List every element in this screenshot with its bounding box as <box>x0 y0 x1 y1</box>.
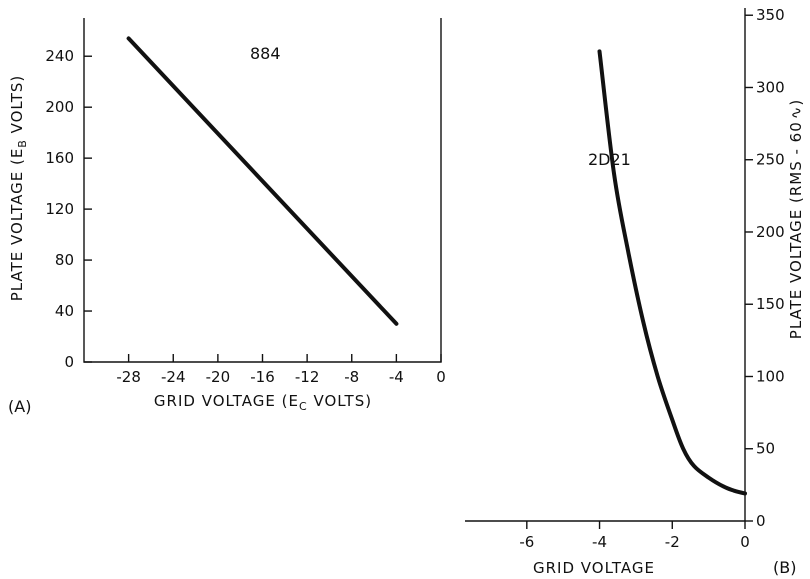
chart-2d21-x-tick-label: -2 <box>665 533 680 551</box>
chart-884-x-tick-label: -28 <box>116 368 141 386</box>
chart-2d21-y-axis-label: PLATE VOLTAGE (RMS - 60∿) <box>787 99 805 339</box>
chart-2d21-y-tick-label: 100 <box>756 367 785 385</box>
chart-884-x-tick-label: -24 <box>161 368 186 386</box>
chart-2d21-x-tick-label: -4 <box>592 533 607 551</box>
chart-884-x-label-sub: C <box>299 400 308 413</box>
chart-2d21-x-tick-label: -6 <box>519 533 534 551</box>
chart-884-x-axis-label: GRID VOLTAGE (EC VOLTS) <box>154 392 372 413</box>
chart-2d21-y-tick-label: 300 <box>756 78 785 96</box>
chart-884-x-label-end: VOLTS) <box>308 392 372 410</box>
chart-884-x-tick-label: -16 <box>250 368 275 386</box>
chart-884-y-tick-label: 40 <box>55 302 74 320</box>
chart-2d21-panel-label: (B) <box>773 558 796 577</box>
chart-2d21-series <box>597 49 747 496</box>
chart-2d21: -6 -4 -2 0 0 50 100 150 200 250 300 350 2D21 GRID … <box>465 6 805 577</box>
chart-884-y-tick-label: 240 <box>45 47 74 65</box>
chart-2d21-y-tick-label: 0 <box>756 512 766 530</box>
chart-884-y-ticks: 0 40 80 120 160 200 240 <box>45 47 92 371</box>
chart-2d21-series-line <box>597 49 747 496</box>
chart-884-x-tick-label: -4 <box>389 368 404 386</box>
chart-884-y-tick-label: 0 <box>64 353 74 371</box>
chart-884-y-axis-label: PLATE VOLTAGE (EB VOLTS) <box>8 75 29 302</box>
chart-2d21-y-ticks: 0 50 100 150 200 250 300 350 <box>745 6 785 530</box>
chart-884-panel-label: (A) <box>8 397 31 416</box>
chart-2d21-x-tick-label: 0 <box>740 533 750 551</box>
chart-884-x-label-main: GRID VOLTAGE (E <box>154 392 299 410</box>
chart-884-y-tick-label: 160 <box>45 149 74 167</box>
chart-2d21-y-tick-label: 350 <box>756 6 785 24</box>
chart-2d21-x-axis-label: GRID VOLTAGE <box>533 559 655 577</box>
chart-2d21-cycle-symbol: ∿ <box>787 106 805 120</box>
chart-884-y-tick-label: 200 <box>45 98 74 116</box>
chart-2d21-y-tick-label: 50 <box>756 440 775 458</box>
chart-884-y-label-end: VOLTS) <box>8 75 26 139</box>
chart-2d21-y-label-end: ) <box>787 99 805 106</box>
chart-884: -28 -24 -20 -16 -12 -8 -4 0 0 40 80 120 160 200 240 8… <box>8 18 446 416</box>
chart-2d21-y-tick-label: 150 <box>756 295 785 313</box>
chart-2d21-y-tick-label: 250 <box>756 151 785 169</box>
chart-884-x-tick-label: 0 <box>436 368 446 386</box>
chart-884-y-tick-label: 80 <box>55 251 74 269</box>
chart-884-series <box>126 36 399 326</box>
chart-2d21-y-label-main: PLATE VOLTAGE (RMS - 60 <box>787 121 805 339</box>
chart-884-frame <box>83 18 442 363</box>
chart-2d21-x-ticks: -6 -4 -2 0 <box>519 521 750 551</box>
chart-884-x-ticks: -28 -24 -20 -16 -12 -8 -4 0 <box>116 354 446 386</box>
chart-884-x-tick-label: -8 <box>344 368 359 386</box>
chart-2d21-y-tick-label: 200 <box>756 223 785 241</box>
chart-884-x-tick-label: -20 <box>206 368 231 386</box>
chart-884-annotation: 884 <box>250 44 281 63</box>
chart-884-y-label-sub: B <box>16 139 29 148</box>
chart-884-x-tick-label: -12 <box>295 368 320 386</box>
chart-2d21-annotation: 2D21 <box>588 150 631 169</box>
chart-884-y-tick-label: 120 <box>45 200 74 218</box>
chart-884-series-line <box>126 36 399 326</box>
chart-884-y-label-main: PLATE VOLTAGE (E <box>8 148 26 302</box>
